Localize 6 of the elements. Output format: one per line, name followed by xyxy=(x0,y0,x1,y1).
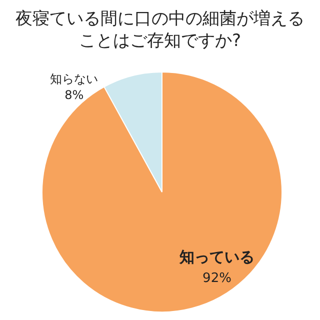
chart-title: 夜寝ている間に口の中の細菌が増えることはご存知ですか? xyxy=(16,9,304,51)
slice-label: 知らない xyxy=(50,72,98,86)
slice-label: 知っている xyxy=(178,248,254,266)
data-label: 8% xyxy=(64,88,84,102)
data-label: 92% xyxy=(202,271,232,286)
pie-slice xyxy=(42,72,282,312)
